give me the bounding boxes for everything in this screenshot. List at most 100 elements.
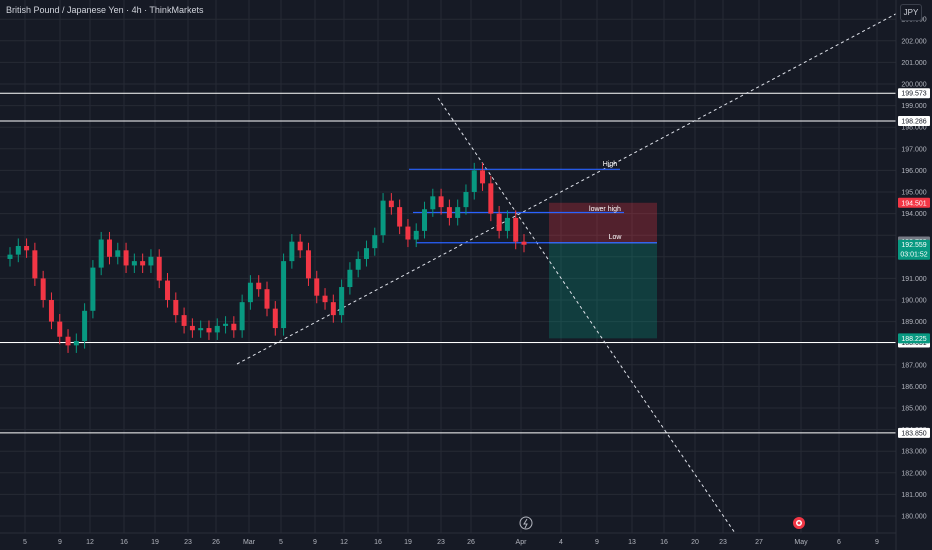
candle-body (106, 239, 112, 257)
candle-body (322, 295, 328, 303)
stop-price-label-bg (898, 197, 930, 208)
price-tick-label: 181.000 (901, 492, 926, 499)
candle-body (446, 207, 452, 218)
event-icons[interactable] (519, 516, 805, 530)
time-tick-label: 20 (691, 539, 699, 546)
price-tick-label: 189.000 (901, 319, 926, 326)
price-tick-label: 196.000 (901, 168, 926, 175)
candle-body (521, 241, 527, 245)
time-tick-label: 13 (628, 539, 636, 546)
candle-body (189, 325, 195, 331)
candle-body (82, 310, 88, 342)
price-tick-label: 197.000 (901, 146, 926, 153)
candle-body (496, 213, 502, 231)
candle-body (347, 269, 353, 288)
time-axis[interactable]: 5 9 12 16 19 23 26 Mar 5 9 12 16 19 23 26 Apr 4 9 13 16 20 23… (0, 532, 896, 546)
position-zones (549, 202, 657, 339)
time-tick-label: 5 (279, 539, 283, 546)
candle-body (480, 170, 486, 184)
level-price-label: 198.286 (901, 119, 926, 126)
target-zone (549, 242, 657, 339)
candle-body (438, 196, 444, 208)
candle-body (397, 207, 403, 227)
candle-body (363, 248, 369, 259)
candle-body (281, 261, 287, 329)
candle-body (148, 256, 154, 266)
time-tick-label: 6 (837, 539, 841, 546)
price-tick-label: 195.000 (901, 190, 926, 197)
candle-body (140, 261, 146, 266)
price-tick-label: 182.000 (901, 470, 926, 477)
candle-body (24, 246, 30, 251)
level-price-label-bg (898, 427, 930, 438)
candle-body (513, 217, 519, 242)
time-tick-label: Apr (516, 539, 528, 546)
price-tick-label: 191.000 (901, 276, 926, 283)
current-price-label: 192.559 (901, 242, 926, 249)
candle-body (355, 258, 361, 270)
level-price-label: 183.850 (901, 430, 926, 437)
candle-body (247, 282, 253, 303)
symbol-title: British Pound / Japanese Yen · 4h · Thin… (6, 5, 204, 15)
candle-body (223, 323, 229, 326)
time-tick-label: 4 (559, 539, 563, 546)
candle-body (98, 239, 104, 268)
candle-body (156, 256, 162, 281)
price-tick-label: 200.000 (901, 82, 926, 89)
high-label: High (603, 161, 618, 168)
candle-body (463, 192, 469, 208)
target-price-label-bg (898, 333, 930, 344)
level-price-label-bg (898, 88, 930, 99)
time-tick-label: 12 (86, 539, 94, 546)
stop-price-label: 194.501 (901, 200, 926, 207)
candle-body (330, 302, 336, 316)
price-tick-label: 183.000 (901, 449, 926, 456)
candle-body (256, 282, 262, 290)
time-tick-label: 26 (467, 539, 475, 546)
lower-high-label: lower high (589, 206, 621, 213)
time-tick-label: 9 (875, 539, 879, 546)
time-tick-label: 16 (660, 539, 668, 546)
price-tick-label: 198.000 (901, 125, 926, 132)
candle-body (455, 207, 461, 218)
grid (0, 0, 896, 533)
trend-lines[interactable] (236, 0, 923, 534)
time-tick-label: 16 (120, 539, 128, 546)
price-tick-label: 190.000 (901, 298, 926, 305)
currency-button[interactable]: JPY (900, 4, 922, 21)
stop-zone (549, 202, 657, 243)
time-tick-label: Mar (243, 539, 256, 546)
horizontal-levels[interactable] (0, 92, 896, 434)
candle-body (123, 250, 129, 266)
candles (7, 162, 527, 353)
candle-body (504, 217, 510, 231)
time-tick-label: 23 (719, 539, 727, 546)
candle-body (305, 250, 311, 279)
time-tick-label: 26 (212, 539, 220, 546)
annotations: High lower high Low (589, 161, 622, 241)
time-tick-label: 23 (184, 539, 192, 546)
price-axis[interactable]: 203.000202.000201.000200.000199.000198.0… (895, 0, 932, 550)
time-tick-label: 9 (595, 539, 599, 546)
candle-body (430, 196, 436, 210)
lightning-icon[interactable] (519, 516, 533, 530)
time-tick-label: 5 (23, 539, 27, 546)
time-tick-label: 12 (340, 539, 348, 546)
price-tick-label: 186.000 (901, 384, 926, 391)
candle-body (272, 308, 278, 329)
candle-body (339, 287, 345, 316)
candle-body (380, 200, 386, 236)
candle-body (214, 325, 220, 333)
candle-body (48, 300, 54, 322)
price-tick-label: 201.000 (901, 60, 926, 67)
candle-body (297, 241, 303, 251)
candle-body (488, 183, 494, 214)
news-icon[interactable] (793, 517, 805, 529)
level-price-label-bg (898, 116, 930, 127)
falling-trendline[interactable] (437, 97, 736, 534)
time-tick-label: 9 (58, 539, 62, 546)
candle-body (289, 241, 295, 262)
candle-body (471, 170, 477, 192)
time-tick-label: 9 (313, 539, 317, 546)
